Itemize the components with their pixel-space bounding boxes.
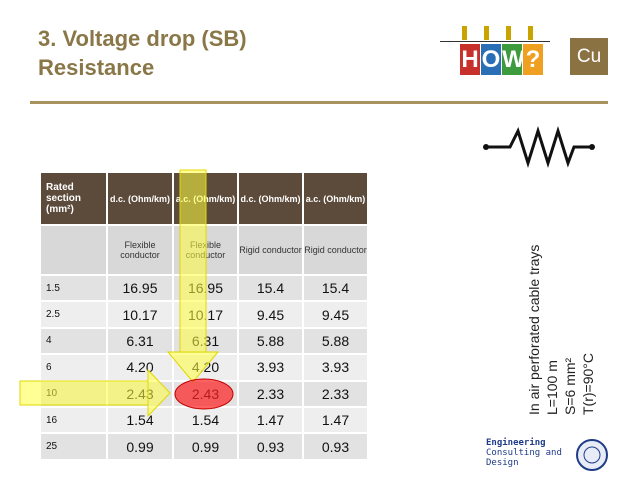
condition: T(r)=90°C: [580, 353, 596, 415]
data-cell: 10.17: [107, 301, 173, 328]
data-cell: 15.4: [238, 275, 303, 302]
condition: L=100 m: [544, 360, 560, 415]
seal: [576, 439, 608, 471]
circle-mark: [174, 378, 234, 410]
data-cell: 6: [40, 354, 107, 381]
subheader-cell: Rigid conductor: [303, 225, 368, 275]
data-cell: 2.33: [238, 380, 303, 407]
logo-tab: [484, 26, 489, 40]
header-cell: a.c. (Ohm/km): [303, 172, 368, 225]
data-cell: 1.47: [238, 407, 303, 434]
logo-tab: [462, 26, 467, 40]
data-cell: 2.33: [303, 380, 368, 407]
logo-letter: ?: [523, 44, 543, 75]
subheader-cell: Flexible conductor: [107, 225, 173, 275]
data-cell: 1.5: [40, 275, 107, 302]
data-cell: 15.4: [303, 275, 368, 302]
highlight: [179, 169, 207, 353]
logo-text: Design: [486, 458, 519, 468]
arrow: [147, 368, 171, 418]
logo-letter: W: [502, 44, 525, 75]
data-cell: 0.93: [303, 433, 368, 460]
data-cell: 6.31: [107, 327, 173, 355]
highlight: [19, 380, 149, 406]
data-cell: 1.47: [303, 407, 368, 434]
logo-tab: [506, 26, 511, 40]
logo-line: [440, 41, 550, 42]
header-cell: d.c. (Ohm/km): [238, 172, 303, 225]
title: 3. Voltage drop (SB): [38, 26, 247, 51]
logo-text: Consulting and: [486, 448, 562, 458]
header-cell: Rated section (mm²): [40, 172, 107, 225]
data-cell: 16.95: [107, 275, 173, 302]
logo-letter: O: [481, 44, 501, 75]
data-cell: 2.5: [40, 301, 107, 328]
condition: In air perforated cable trays: [526, 244, 542, 415]
data-cell: 9.45: [303, 301, 368, 328]
condition: S=6 mm²: [562, 357, 578, 415]
data-cell: 5.88: [303, 327, 368, 355]
data-cell: 3.93: [238, 354, 303, 381]
data-cell: 1.54: [107, 407, 173, 434]
data-cell: 25: [40, 433, 107, 460]
data-cell: 16: [40, 407, 107, 434]
subheader-cell: [40, 225, 107, 275]
data-cell: 0.99: [107, 433, 173, 460]
data-cell: 3.93: [303, 354, 368, 381]
footer-logo: Engineering Consulting and Design: [486, 438, 562, 468]
divider: [30, 101, 608, 104]
logo-letter: H: [460, 44, 480, 75]
logo-text: Engineering: [486, 438, 546, 448]
data-cell: 0.99: [173, 433, 238, 460]
subheader-cell: Rigid conductor: [238, 225, 303, 275]
header-cell: d.c. (Ohm/km): [107, 172, 173, 225]
data-cell: 4.20: [107, 354, 173, 381]
logo-tab: [528, 26, 533, 40]
data-cell: 0.93: [238, 433, 303, 460]
arrow: [166, 351, 220, 383]
data-cell: 9.45: [238, 301, 303, 328]
resistor-icon: [483, 125, 595, 169]
data-cell: 4: [40, 327, 107, 355]
title: Resistance: [38, 55, 155, 80]
data-cell: 5.88: [238, 327, 303, 355]
badge: Cu: [570, 38, 608, 75]
